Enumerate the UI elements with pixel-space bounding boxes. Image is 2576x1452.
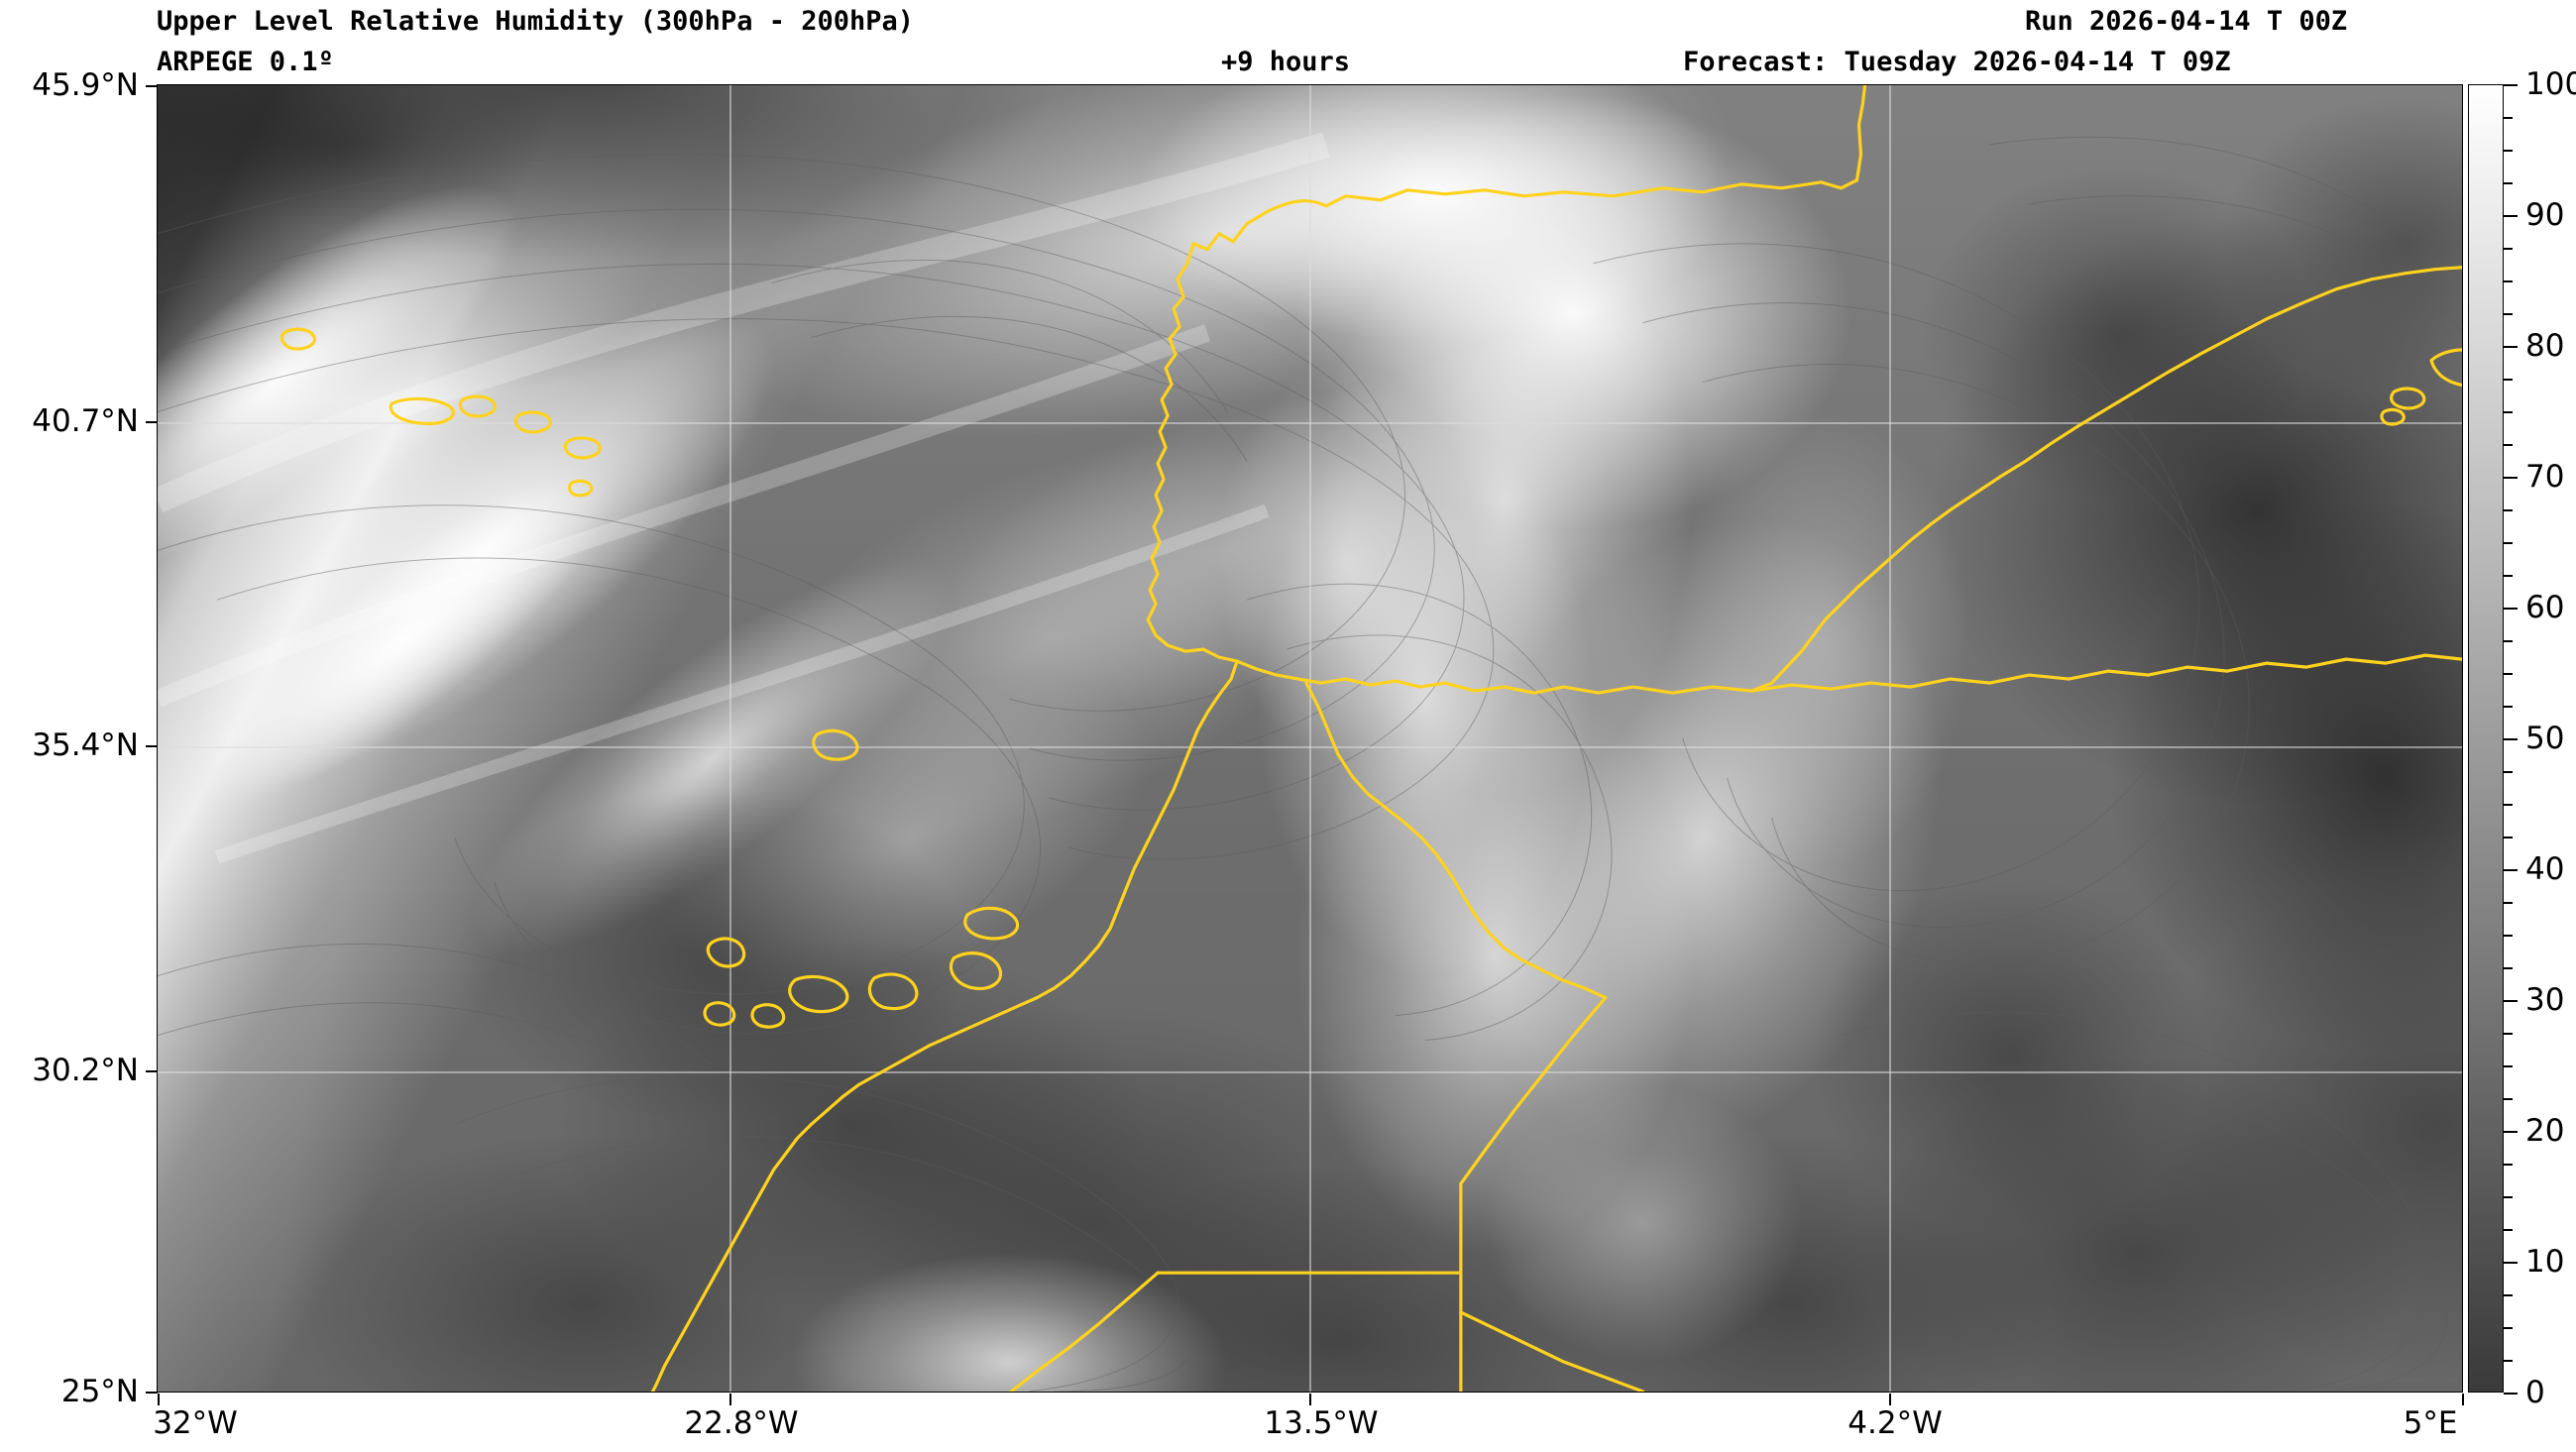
colorbar-tick-87.5 (2504, 248, 2513, 250)
forecast-valid-label: Forecast: Tuesday 2026-04-14 T 09Z (1683, 47, 2231, 77)
xtick-label-32W: 32°W (153, 1405, 238, 1441)
ytick-label-40_7: 40.7°N (32, 403, 139, 439)
colorbar-tick-60 (2504, 608, 2518, 610)
colorbar-tick-95 (2504, 150, 2513, 152)
colorbar-label-20: 20 (2525, 1113, 2565, 1149)
colorbar-tick-42.5 (2504, 837, 2513, 838)
colorbar-label-0: 0 (2525, 1375, 2545, 1410)
colorbar-tick-75 (2504, 411, 2513, 413)
gridline-lon-13_5W (1309, 85, 1311, 1392)
colorbar-label-30: 30 (2525, 982, 2565, 1018)
gridline-lon-4_2W (1889, 85, 1891, 1392)
colorbar-tick-0 (2504, 1393, 2518, 1395)
gridline-lon-22_8W (729, 85, 731, 1392)
colorbar-tick-65 (2504, 542, 2513, 544)
colorbar-tick-32.5 (2504, 967, 2513, 969)
colorbar-tick-100 (2504, 84, 2518, 86)
xtick-label-13_5W: 13.5°W (1264, 1405, 1379, 1441)
colorbar-label-80: 80 (2525, 328, 2565, 364)
colorbar-ticks (2504, 84, 2521, 1395)
colorbar-label-60: 60 (2525, 590, 2565, 625)
ytick-35_4 (146, 745, 158, 747)
colorbar-gradient (2468, 84, 2504, 1393)
colorbar-tick-77.5 (2504, 379, 2513, 381)
colorbar-tick-97.5 (2504, 117, 2513, 119)
ytick-label-45_9: 45.9°N (32, 67, 139, 103)
colorbar-label-40: 40 (2525, 851, 2565, 887)
ytick-25 (146, 1392, 158, 1394)
colorbar-tick-67.5 (2504, 509, 2513, 511)
xtick-label-5E: 5°E (2403, 1405, 2458, 1441)
model-run-label: Run 2026-04-14 T 00Z (2025, 6, 2348, 37)
colorbar-tick-45 (2504, 804, 2513, 806)
page-title: Upper Level Relative Humidity (300hPa - … (157, 6, 915, 37)
colorbar-label-50: 50 (2525, 721, 2565, 756)
xtick-32W (158, 1394, 160, 1405)
ytick-label-25: 25°N (60, 1374, 139, 1409)
colorbar-tick-62.5 (2504, 575, 2513, 577)
colorbar-tick-40 (2504, 869, 2518, 871)
graticule (158, 85, 2462, 1392)
colorbar-tick-90 (2504, 215, 2518, 217)
colorbar-tick-2.5 (2504, 1360, 2513, 1362)
xtick-4_2W (1889, 1394, 1891, 1405)
colorbar-tick-5 (2504, 1327, 2513, 1329)
colorbar-tick-92.5 (2504, 182, 2513, 184)
colorbar-tick-12.5 (2504, 1229, 2513, 1231)
colorbar-label-70: 70 (2525, 459, 2565, 495)
ytick-label-30_2: 30.2°N (32, 1053, 139, 1088)
colorbar-tick-25 (2504, 1065, 2513, 1067)
map-plot-area[interactable] (157, 84, 2463, 1393)
colorbar-tick-20 (2504, 1131, 2518, 1133)
ytick-40_7 (146, 421, 158, 423)
colorbar-tick-80 (2504, 346, 2518, 348)
colorbar-tick-35 (2504, 935, 2513, 937)
lead-time-label: +9 hours (1221, 47, 1351, 77)
colorbar-tick-55 (2504, 673, 2513, 675)
colorbar-tick-85 (2504, 280, 2513, 282)
colorbar-tick-27.5 (2504, 1033, 2513, 1035)
xtick-label-22_8W: 22.8°W (684, 1405, 799, 1441)
colorbar-tick-72.5 (2504, 444, 2513, 446)
colorbar-tick-82.5 (2504, 313, 2513, 315)
colorbar-tick-57.5 (2504, 640, 2513, 642)
colorbar-tick-52.5 (2504, 706, 2513, 708)
colorbar-label-10: 10 (2525, 1244, 2565, 1280)
xtick-13_5W (1309, 1394, 1311, 1405)
colorbar-tick-22.5 (2504, 1098, 2513, 1100)
colorbar-tick-70 (2504, 477, 2518, 479)
colorbar-tick-47.5 (2504, 771, 2513, 773)
colorbar-tick-37.5 (2504, 902, 2513, 904)
xtick-label-4_2W: 4.2°W (1848, 1405, 1943, 1441)
colorbar-tick-7.5 (2504, 1294, 2513, 1296)
xtick-5E (2462, 1394, 2464, 1405)
colorbar-tick-30 (2504, 1000, 2518, 1002)
colorbar-label-90: 90 (2525, 197, 2565, 233)
ytick-45_9 (146, 85, 158, 87)
colorbar-tick-17.5 (2504, 1164, 2513, 1166)
colorbar[interactable] (2468, 84, 2518, 1395)
colorbar-tick-10 (2504, 1262, 2518, 1264)
model-name-label: ARPEGE 0.1º (157, 47, 334, 77)
ytick-30_2 (146, 1070, 158, 1072)
colorbar-tick-50 (2504, 738, 2518, 740)
colorbar-tick-15 (2504, 1196, 2513, 1198)
xtick-22_8W (729, 1394, 731, 1405)
ytick-label-35_4: 35.4°N (32, 727, 139, 763)
colorbar-label-100: 100 (2525, 66, 2576, 102)
